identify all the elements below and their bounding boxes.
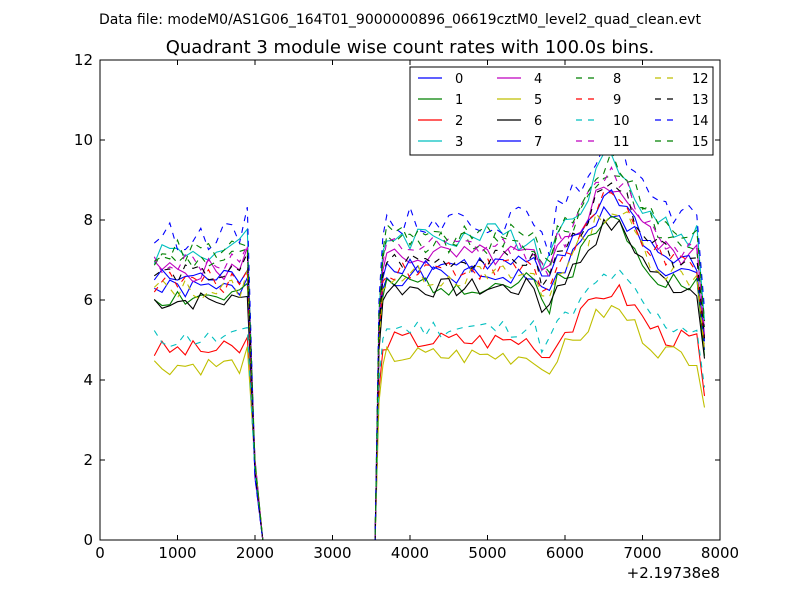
legend-label-12: 12 bbox=[692, 72, 709, 87]
legend-label-2: 2 bbox=[455, 114, 463, 129]
legend-label-15: 15 bbox=[692, 135, 709, 150]
x-tick-label: 5000 bbox=[468, 544, 506, 562]
y-tick-label: 8 bbox=[83, 211, 93, 229]
x-tick-label: 6000 bbox=[546, 544, 584, 562]
series-line-1 bbox=[153, 215, 706, 541]
legend-label-7: 7 bbox=[534, 135, 542, 150]
legend-label-11: 11 bbox=[613, 135, 630, 150]
y-tick-label: 12 bbox=[74, 51, 93, 69]
series-line-7 bbox=[153, 189, 706, 541]
series-line-2 bbox=[153, 283, 706, 541]
y-tick-label: 0 bbox=[83, 531, 93, 549]
legend-label-9: 9 bbox=[613, 93, 621, 108]
legend-label-4: 4 bbox=[534, 72, 542, 87]
series-line-4 bbox=[153, 186, 706, 541]
legend-label-14: 14 bbox=[692, 114, 709, 129]
x-tick-label: 7000 bbox=[623, 544, 661, 562]
x-offset-label: +2.19738e8 bbox=[627, 564, 720, 582]
series-line-10 bbox=[153, 268, 706, 541]
y-tick-label: 6 bbox=[83, 291, 93, 309]
x-tick-label: 4000 bbox=[391, 544, 429, 562]
series-line-15 bbox=[154, 149, 706, 541]
series-line-13 bbox=[153, 182, 706, 541]
y-tick-label: 2 bbox=[83, 451, 93, 469]
series-line-11 bbox=[153, 165, 706, 541]
legend-label-3: 3 bbox=[455, 135, 463, 150]
x-tick-label: 3000 bbox=[313, 544, 351, 562]
legend-label-1: 1 bbox=[455, 93, 463, 108]
plot-lines bbox=[153, 131, 706, 541]
series-line-6 bbox=[153, 218, 706, 541]
chart-suptitle: Data file: modeM0/AS1G06_164T01_90000008… bbox=[99, 12, 701, 28]
chart-title: Quadrant 3 module wise count rates with … bbox=[166, 37, 655, 58]
series-line-0 bbox=[154, 205, 706, 541]
series-line-9 bbox=[153, 190, 706, 541]
y-tick-label: 4 bbox=[83, 371, 93, 389]
series-line-3 bbox=[153, 152, 706, 541]
y-tick-label: 10 bbox=[74, 131, 93, 149]
series-line-12 bbox=[153, 211, 706, 541]
x-tick-label: 0 bbox=[95, 544, 105, 562]
x-tick-label: 2000 bbox=[236, 544, 274, 562]
legend-box bbox=[409, 66, 714, 156]
legend-label-10: 10 bbox=[613, 114, 630, 129]
series-line-8 bbox=[153, 174, 706, 541]
legend-label-5: 5 bbox=[534, 93, 542, 108]
x-tick-label: 8000 bbox=[701, 544, 739, 562]
legend-label-6: 6 bbox=[534, 114, 542, 129]
legend-label-13: 13 bbox=[692, 93, 709, 108]
x-tick-label: 1000 bbox=[158, 544, 196, 562]
series-line-14 bbox=[153, 131, 706, 541]
series-line-5 bbox=[153, 304, 706, 541]
x-axis: 0 1000 2000 3000 4000 5000 6000 7000 8000 bbox=[95, 60, 739, 562]
legend-label-8: 8 bbox=[613, 72, 621, 87]
legend-label-0: 0 bbox=[455, 72, 463, 87]
